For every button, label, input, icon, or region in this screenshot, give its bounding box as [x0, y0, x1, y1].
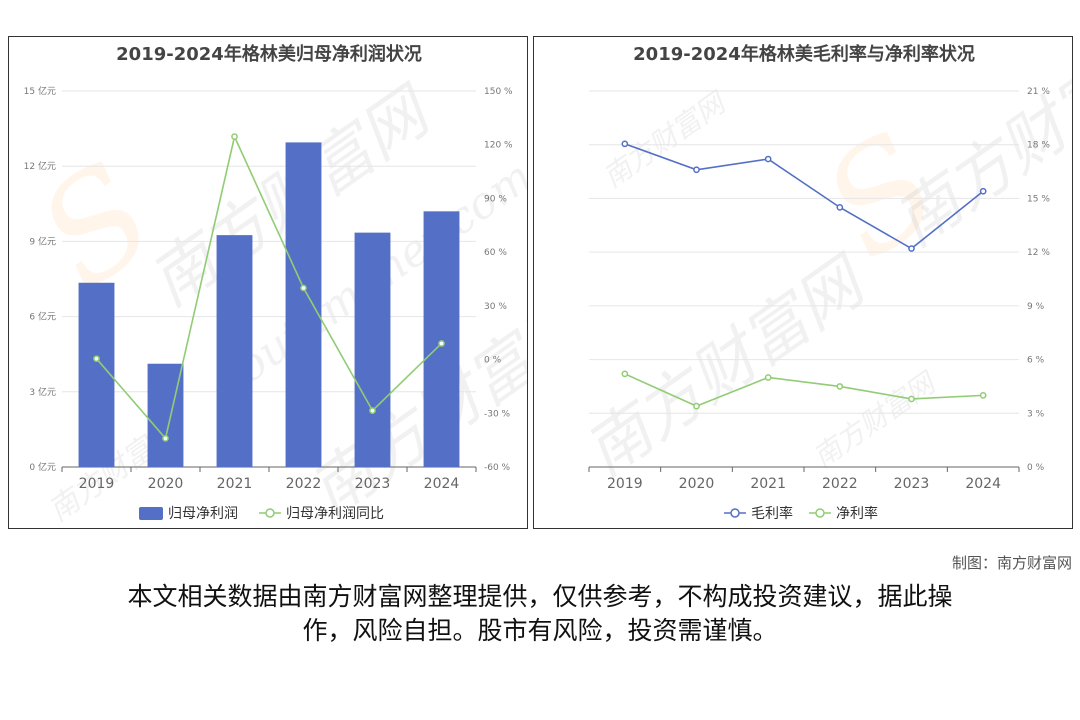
y-tick-label: 6 亿元	[29, 311, 56, 323]
disclaimer-line: 作，风险自担。股市有风险，投资需谨慎。	[302, 616, 778, 645]
line-point	[231, 133, 238, 141]
chart-title: 2019-2024年格林美毛利率与净利率状况	[633, 43, 975, 65]
y-tick-label: 12 亿元	[24, 160, 56, 172]
line-point	[300, 284, 307, 292]
bar	[78, 282, 115, 467]
y-tick-label: 9 %	[1027, 302, 1045, 312]
line-point	[621, 370, 629, 378]
y2-tick-label: 150 %	[484, 87, 513, 97]
chart-title: 2019-2024年格林美归母净利润状况	[116, 43, 422, 65]
y-tick-label: 12 %	[1027, 248, 1050, 258]
x-tick-label: 2024	[965, 476, 1001, 492]
y-tick-label: 3 %	[1027, 409, 1045, 419]
line-point	[836, 383, 844, 390]
y2-tick-label: 120 %	[484, 141, 513, 151]
series-line-net-margin	[624, 373, 984, 407]
bar	[216, 235, 253, 467]
y-tick-label: 15 %	[1027, 194, 1050, 204]
x-tick-label: 2019	[79, 476, 115, 492]
bar	[285, 142, 322, 467]
bar	[147, 363, 184, 467]
x-tick-label: 2020	[148, 476, 184, 492]
line-point	[836, 204, 844, 211]
series-line-gross-margin	[624, 143, 984, 250]
x-tick-label: 2023	[894, 476, 930, 492]
line-point	[908, 245, 915, 252]
y2-tick-label: 60 %	[484, 248, 507, 258]
line-point	[621, 140, 629, 148]
disclaimer-line: 本文相关数据由南方财富网整理提供，仅供参考，不构成投资建议，据此操	[127, 582, 953, 611]
y-tick-label: 15 亿元	[24, 85, 56, 97]
y-tick-label: 21 %	[1027, 87, 1050, 97]
line-point	[764, 374, 772, 381]
legend-swatch-marker	[815, 508, 825, 518]
profit-chart: 2019-2024年格林美归母净利润状况 0 亿元 3 亿元 6 亿元 9 亿元 12 亿…	[24, 43, 513, 522]
disclaimer: 本文相关数据由南方财富网整理提供，仅供参考，不构成投资建议，据此操 作，风险自担…	[60, 580, 1020, 648]
x-tick-label: 2019	[607, 476, 643, 492]
x-tick-label: 2020	[679, 476, 715, 492]
y2-tick-label: -30 %	[484, 409, 511, 419]
line-point	[438, 340, 445, 347]
x-tick-label: 2022	[286, 476, 322, 492]
margin-chart-panel: S 南方财富网 南方财富网 南方财富网 南方财富网 2019-2024年格林美毛…	[533, 36, 1073, 529]
line-point	[764, 155, 772, 163]
line-point	[93, 355, 100, 363]
y-tick-label: 0 亿元	[29, 461, 56, 473]
y-tick-label: 3 亿元	[29, 386, 56, 398]
bar	[423, 211, 460, 467]
y2-tick-label: 90 %	[484, 194, 507, 204]
y-tick-label: 6 %	[1027, 356, 1045, 366]
y-tick-label: 0 %	[1027, 463, 1045, 473]
legend-swatch-marker	[730, 508, 740, 518]
y-tick-label: 18 %	[1027, 141, 1050, 151]
line-point	[369, 407, 376, 414]
line-point	[979, 392, 987, 399]
legend-label: 归母净利润同比	[286, 505, 384, 522]
legend-swatch-marker	[265, 508, 275, 518]
bar	[354, 232, 391, 467]
profit-chart-panel: S 南方财富网 southmoney.com 南方财富网 南方财富网 2019-…	[8, 36, 528, 529]
y2-tick-label: 30 %	[484, 302, 507, 312]
x-tick-label: 2022	[822, 476, 858, 492]
line-point	[162, 435, 169, 442]
series-line-yoy	[95, 134, 443, 441]
legend-label: 毛利率	[751, 505, 793, 522]
legend-label: 净利率	[836, 505, 878, 522]
line-point	[908, 395, 915, 403]
credit-text: 制图：南方财富网	[951, 554, 1072, 572]
line-point	[979, 187, 987, 195]
line-point	[693, 166, 700, 174]
x-tick-label: 2021	[750, 476, 786, 492]
x-tick-label: 2021	[217, 476, 253, 492]
x-tick-label: 2024	[424, 476, 460, 492]
x-tick-label: 2023	[355, 476, 391, 492]
margin-chart: 2019-2024年格林美毛利率与净利率状况 0 % 3 % 6 % 9 % 12 % 15…	[588, 43, 1050, 522]
line-point	[693, 402, 700, 410]
y2-tick-label: -60 %	[484, 463, 511, 473]
y2-tick-label: 0 %	[484, 356, 502, 366]
y-tick-label: 9 亿元	[29, 235, 56, 247]
legend-label: 归母净利润	[168, 505, 238, 522]
legend-swatch-bar	[139, 507, 163, 520]
